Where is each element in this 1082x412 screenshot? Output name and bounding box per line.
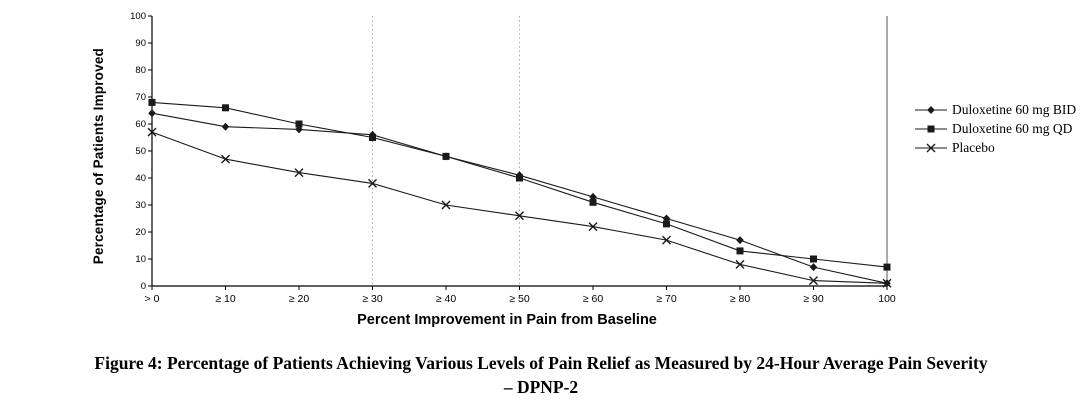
legend-item-placebo: Placebo (914, 140, 1076, 156)
x-legend-marker-icon (915, 143, 947, 153)
square-marker (148, 98, 156, 106)
svg-text:≥ 60: ≥ 60 (583, 293, 604, 305)
svg-text:90: 90 (135, 38, 146, 49)
svg-text:20: 20 (135, 227, 146, 238)
x-marker (882, 278, 892, 288)
svg-text:100: 100 (878, 293, 896, 305)
plot-area: 0 10 20 30 40 50 60 70 80 90 100 > 0 ≥ 10 ≥ 20 ≥ 30 ≥ 4… (112, 6, 902, 328)
diamond-legend-marker-icon (915, 106, 947, 114)
diamond-marker (927, 106, 935, 114)
line-chart: 0 10 20 30 40 50 60 70 80 90 100 > 0 ≥ 10 ≥ 20 ≥ 30 ≥ 4… (130, 11, 896, 305)
svg-text:60: 60 (135, 119, 146, 130)
legend-item-duloxetine-60-mg-bid: Duloxetine 60 mg BID (914, 102, 1076, 118)
x-marker (368, 178, 377, 188)
y-axis-ticks: 0 10 20 30 40 50 60 70 80 90 100 (130, 11, 152, 292)
square-marker (810, 255, 817, 263)
legend-item-duloxetine-60-mg-qd: Duloxetine 60 mg QD (914, 121, 1076, 137)
x-axis-ticks: > 0 ≥ 10 ≥ 20 ≥ 30 ≥ 40 ≥ 50 ≥ 60 ≥ 70 ≥ 80 ≥ 90 1… (145, 286, 896, 305)
svg-text:0: 0 (141, 281, 146, 292)
series-placebo (147, 127, 892, 288)
series-duloxetine-60-mg-qd (148, 98, 891, 271)
square-marker (589, 198, 597, 206)
x-marker (735, 259, 745, 269)
diamond-marker (221, 122, 230, 131)
x-marker (662, 235, 671, 245)
x-marker (809, 276, 818, 286)
x-axis-label: Percent Improvement in Pain from Baselin… (357, 312, 657, 328)
square-marker (222, 104, 229, 112)
svg-text:≥ 20: ≥ 20 (289, 293, 310, 305)
diamond-marker (809, 263, 818, 272)
caption-line-2: – DPNP-2 (503, 376, 579, 397)
x-marker (588, 222, 598, 232)
svg-text:10: 10 (135, 254, 146, 265)
legend-label: Duloxetine 60 mg BID (952, 102, 1077, 117)
svg-text:100: 100 (130, 11, 146, 22)
square-marker (295, 120, 303, 128)
svg-text:≥ 90: ≥ 90 (803, 293, 824, 305)
figure-caption: Figure 4: Percentage of Patients Achievi… (0, 352, 1082, 399)
svg-text:≥ 10: ≥ 10 (215, 293, 236, 305)
diamond-marker (662, 214, 671, 223)
legend-label: Duloxetine 60 mg QD (952, 121, 1073, 136)
y-axis-label: Percentage of Patients Improved (90, 47, 106, 265)
svg-text:≥ 40: ≥ 40 (436, 293, 457, 305)
square-marker (663, 220, 670, 228)
svg-text:≥ 50: ≥ 50 (509, 293, 530, 305)
legend-label: Placebo (952, 140, 995, 155)
svg-text:30: 30 (135, 200, 146, 211)
series-duloxetine-60-mg-bid (148, 109, 891, 288)
x-marker (294, 168, 304, 178)
svg-text:≥ 80: ≥ 80 (730, 293, 751, 305)
diamond-marker (736, 236, 744, 245)
chart-legend: Duloxetine 60 mg BID Duloxetine 60 mg QD P… (914, 6, 1076, 159)
x-marker (441, 200, 451, 210)
x-marker (221, 154, 230, 164)
svg-text:≥ 30: ≥ 30 (362, 293, 383, 305)
diamond-marker (148, 109, 156, 118)
chart-container: Percentage of Patients Improved 0 10 20 30 4… (84, 6, 1077, 328)
square-marker (927, 125, 935, 133)
svg-text:80: 80 (135, 65, 146, 76)
y-axis-label-wrap: Percentage of Patients Improved (84, 6, 112, 306)
caption-line-1: Figure 4: Percentage of Patients Achievi… (94, 353, 988, 373)
x-marker (515, 211, 524, 221)
axes (151, 16, 887, 287)
square-legend-marker-icon (915, 125, 947, 133)
square-marker (736, 247, 744, 255)
svg-text:> 0: > 0 (145, 293, 160, 305)
square-marker (442, 152, 450, 160)
svg-text:50: 50 (135, 146, 146, 157)
square-marker (369, 134, 376, 141)
square-marker (516, 174, 523, 182)
svg-text:70: 70 (135, 92, 146, 103)
grid-lines (372, 16, 520, 286)
x-marker (147, 127, 157, 137)
svg-text:≥ 70: ≥ 70 (656, 293, 677, 305)
x-marker (926, 143, 936, 153)
svg-text:40: 40 (135, 173, 146, 184)
square-marker (883, 263, 891, 271)
